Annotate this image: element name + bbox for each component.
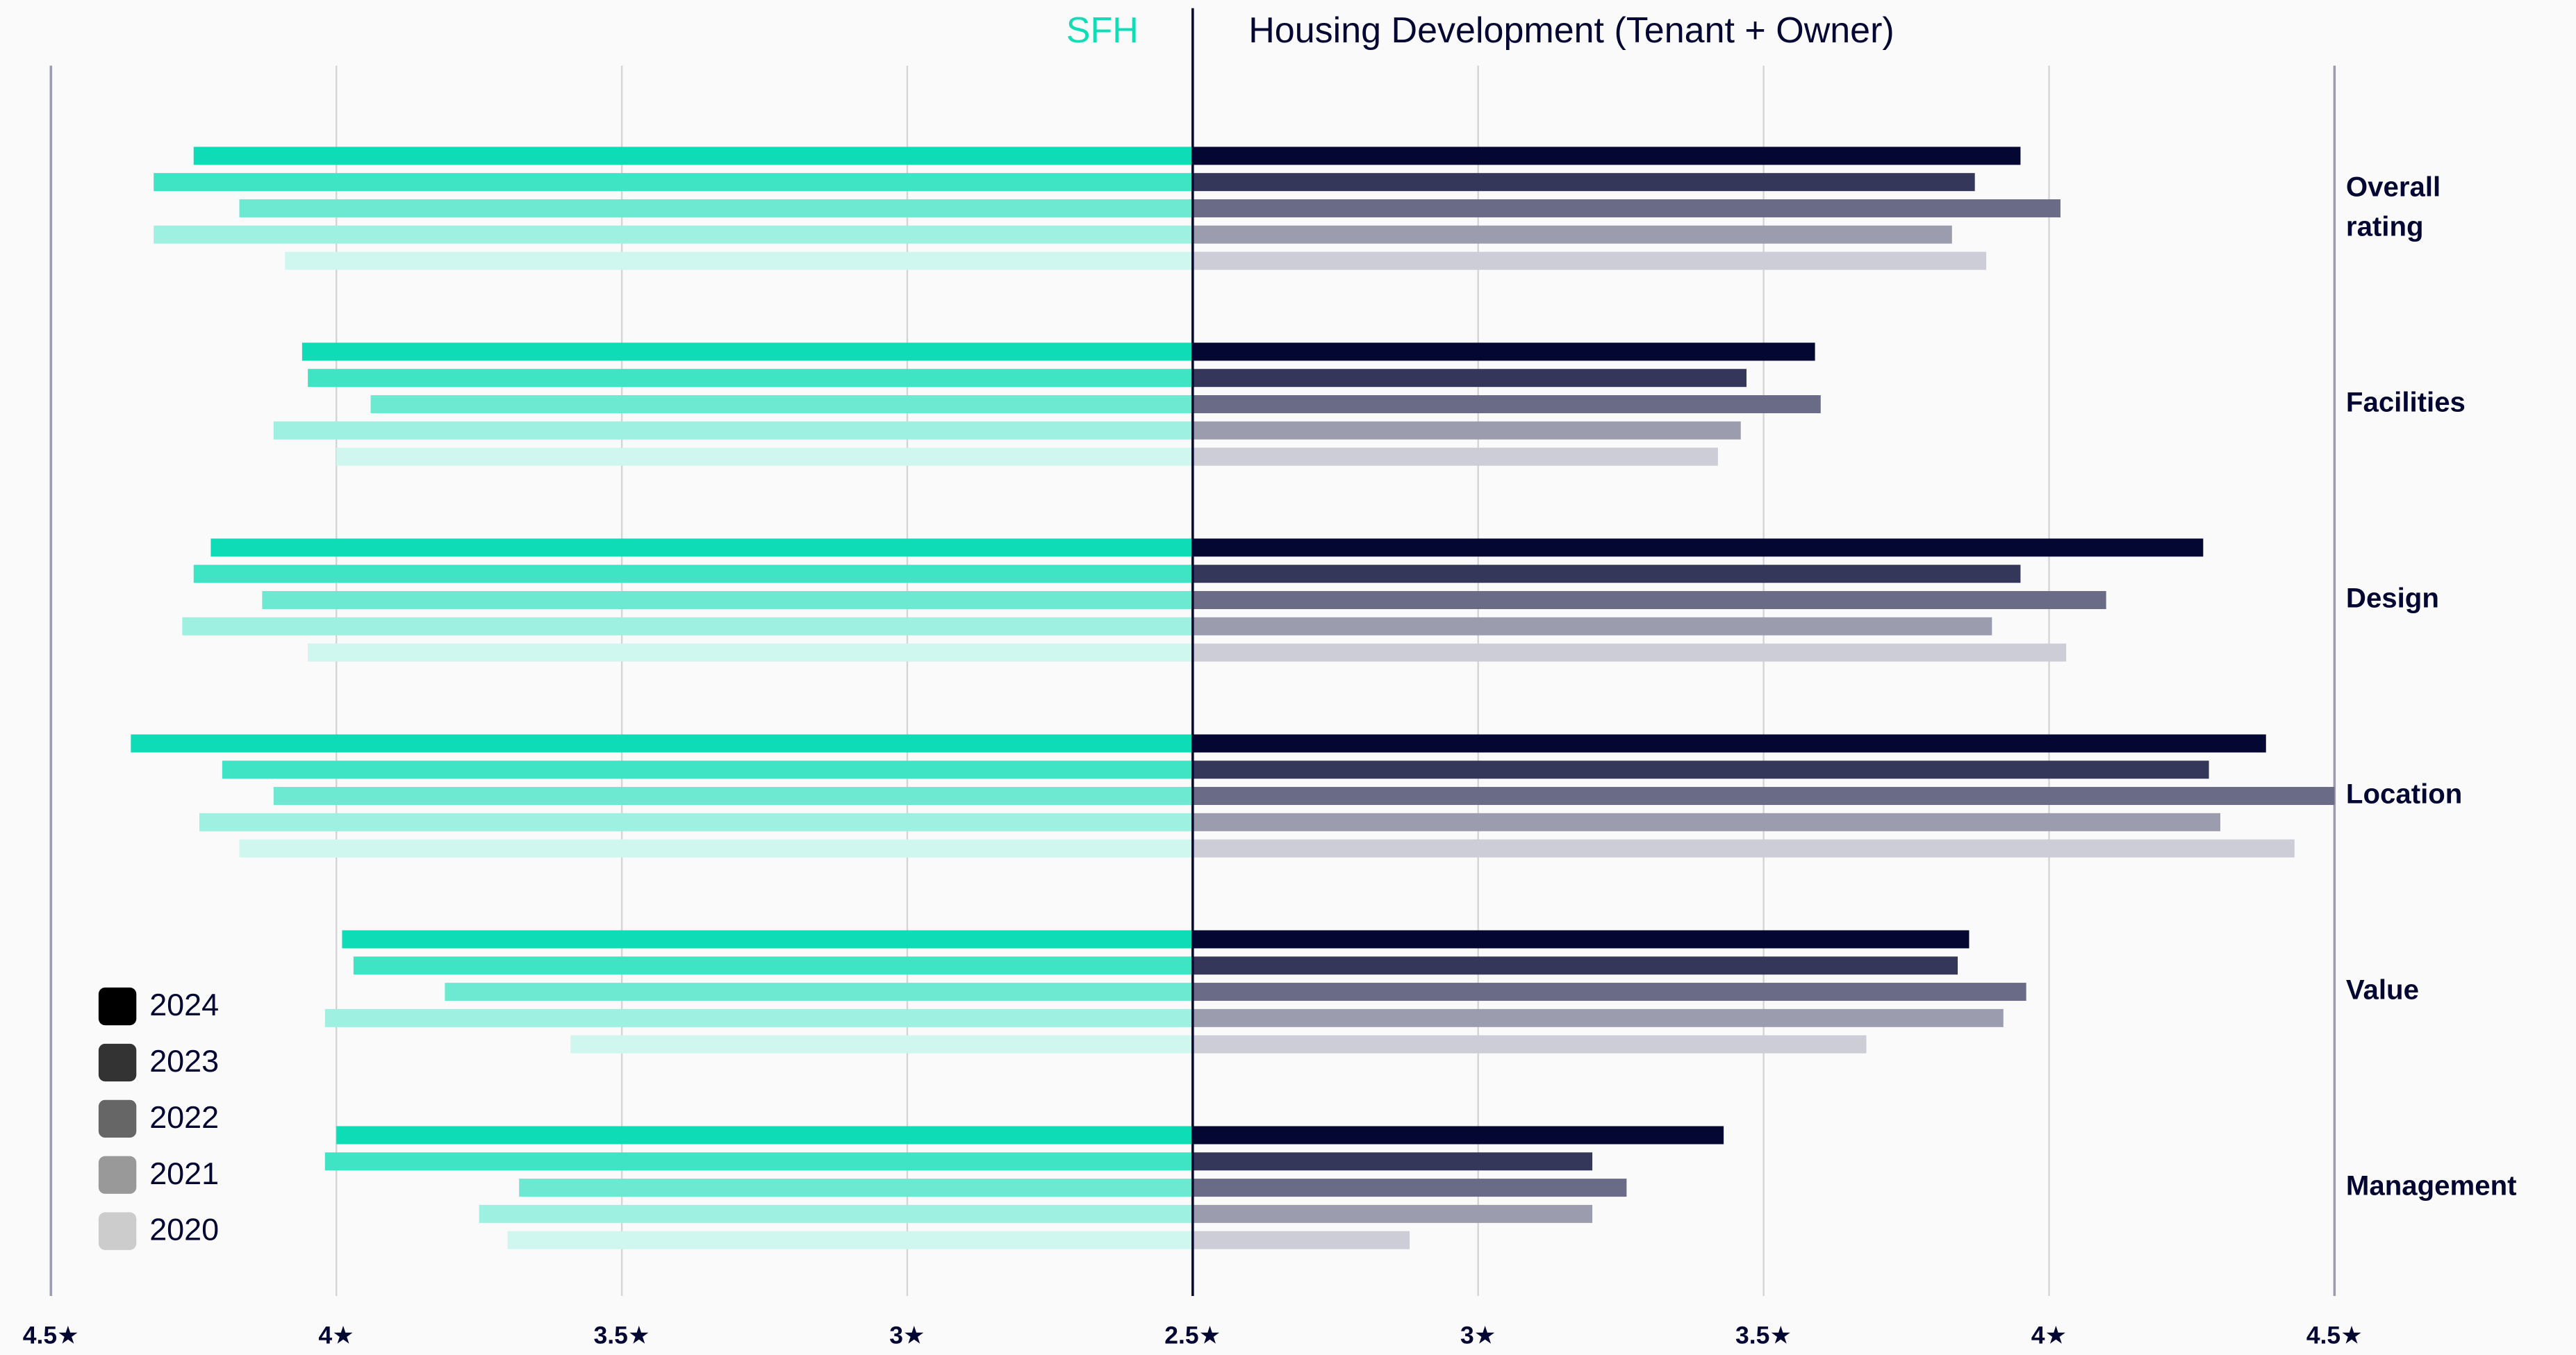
- bar: [1192, 643, 2067, 662]
- bar: [199, 813, 1193, 831]
- bar: [1192, 147, 2021, 165]
- bar: [324, 1008, 1193, 1027]
- x-tick-label: 4★: [318, 1321, 354, 1349]
- bar: [1192, 199, 2061, 217]
- bar: [1192, 734, 2266, 753]
- bar: [1192, 760, 2209, 779]
- bar: [193, 147, 1193, 165]
- bar: [1192, 1231, 1410, 1249]
- bar: [1192, 956, 1958, 975]
- bar: [1192, 983, 2026, 1001]
- x-tick-label: 4.5★: [23, 1321, 79, 1349]
- bar: [1192, 1035, 1867, 1054]
- category-label: Overall rating: [2346, 171, 2441, 242]
- bar: [193, 565, 1193, 583]
- legend-swatch: [98, 1212, 137, 1250]
- bar: [507, 1231, 1193, 1249]
- x-tick-label: 3★: [1460, 1321, 1496, 1349]
- bar: [1192, 369, 1747, 388]
- x-tick-label: 3.5★: [1735, 1321, 1792, 1349]
- x-tick-label: 2.5★: [1164, 1321, 1221, 1349]
- bar: [1192, 225, 1952, 244]
- bar: [1192, 930, 1970, 949]
- legend-swatch: [98, 987, 137, 1026]
- bar: [1192, 251, 1987, 270]
- bar: [308, 369, 1193, 388]
- bar: [353, 956, 1193, 975]
- bar: [154, 173, 1193, 192]
- left-title: SFH: [1066, 10, 1139, 51]
- bar: [1192, 447, 1718, 466]
- category-label: Design: [2346, 583, 2439, 614]
- bar: [1192, 342, 1815, 361]
- bar: [1192, 1179, 1627, 1197]
- bar: [479, 1204, 1193, 1223]
- bar: [342, 930, 1193, 949]
- bar: [239, 199, 1193, 217]
- bar: [336, 447, 1193, 466]
- bar: [131, 734, 1193, 753]
- bar: [1192, 565, 2021, 583]
- category-label: Facilities: [2346, 387, 2466, 418]
- bar: [1192, 421, 1741, 440]
- bar: [1192, 839, 2295, 858]
- bar: [519, 1179, 1193, 1197]
- x-tick-label: 4★: [2031, 1321, 2067, 1349]
- legend-label: 2024: [149, 987, 219, 1022]
- legend-label: 2023: [149, 1043, 219, 1079]
- bar: [262, 591, 1193, 610]
- x-tick-label: 4.5★: [2306, 1321, 2363, 1349]
- bar: [1192, 1152, 1593, 1171]
- category-label: Location: [2346, 779, 2462, 810]
- category-label: Management: [2346, 1170, 2517, 1202]
- right-title: Housing Development (Tenant + Owner): [1248, 10, 1894, 51]
- bar: [308, 643, 1193, 662]
- bar: [1192, 787, 2335, 806]
- bar: [445, 983, 1193, 1001]
- legend-swatch: [98, 1099, 137, 1138]
- bar: [1192, 1204, 1593, 1223]
- bar: [1192, 395, 1821, 413]
- bar: [336, 1126, 1193, 1145]
- category-label-line: Overall: [2346, 171, 2441, 202]
- legend-swatch: [98, 1043, 137, 1082]
- legend-label: 2021: [149, 1156, 219, 1191]
- bar: [273, 787, 1193, 806]
- bar: [1192, 813, 2221, 831]
- category-label: Value: [2346, 974, 2419, 1006]
- bar: [1192, 617, 1992, 635]
- bar: [222, 760, 1193, 779]
- bar: [324, 1152, 1193, 1171]
- legend-label: 2022: [149, 1099, 219, 1135]
- x-tick-label: 3★: [889, 1321, 925, 1349]
- bar: [1192, 538, 2204, 557]
- category-label-line: rating: [2346, 210, 2424, 242]
- legend-label: 2020: [149, 1212, 219, 1247]
- bar: [370, 395, 1193, 413]
- bar: [1192, 1008, 2004, 1027]
- bar: [1192, 1126, 1724, 1145]
- bar: [154, 225, 1193, 244]
- bar: [1192, 173, 1975, 192]
- bar: [1192, 591, 2106, 610]
- bar: [285, 251, 1193, 270]
- bar: [210, 538, 1193, 557]
- bar: [239, 839, 1193, 858]
- bar: [182, 617, 1193, 635]
- bar: [273, 421, 1193, 440]
- legend-swatch: [98, 1156, 137, 1194]
- bar: [302, 342, 1193, 361]
- bar: [570, 1035, 1193, 1054]
- x-tick-label: 3.5★: [594, 1321, 650, 1349]
